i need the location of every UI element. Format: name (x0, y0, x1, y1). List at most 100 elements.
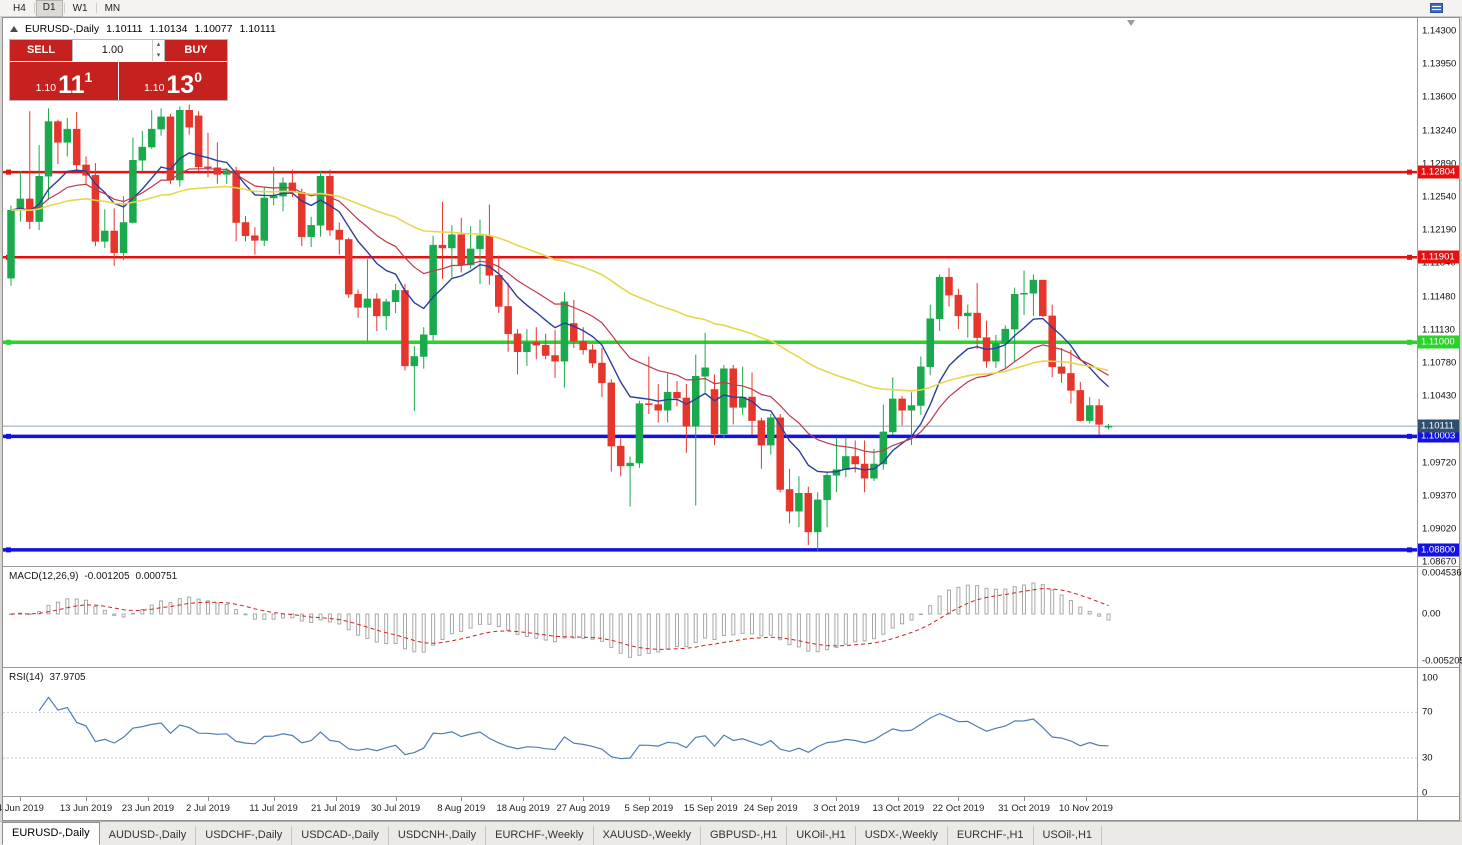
time-tick (836, 797, 838, 801)
panel-divider[interactable] (3, 566, 1459, 567)
rsi-svg (3, 696, 1417, 760)
time-tick (710, 797, 712, 801)
one-click-price-row: 1.10 11 1 1.10 13 0 (10, 62, 227, 100)
timeframe-h4[interactable]: H4 (13, 2, 26, 14)
tab-audusd-daily[interactable]: AUDUSD-,Daily (100, 826, 197, 845)
rsi-axis-label: 70 (1422, 706, 1433, 718)
chart-open-value: 1.10111 (106, 23, 143, 35)
rsi-axis[interactable]: 100 70 30 0 (1418, 668, 1459, 797)
price-chart-plot[interactable]: EURUSD-,Daily 1.10111 1.10134 1.10077 1.… (3, 18, 1417, 566)
time-tick (273, 797, 275, 801)
time-tick (335, 797, 337, 801)
drawn-hlines[interactable] (3, 169, 1417, 553)
sell-price-big: 11 (58, 71, 85, 99)
chart-tabs-bar: EURUSD-,Daily AUDUSD-,Daily USDCHF-,Daily U… (0, 821, 1462, 845)
buy-price-prefix: 1.10 (143, 82, 165, 94)
timeframe-d1[interactable]: D1 (35, 0, 63, 17)
tab-usdcnh-daily[interactable]: USDCNH-,Daily (389, 826, 487, 845)
timeframe-toolbar: H4 D1 W1 MN (0, 0, 1462, 17)
sell-price-button[interactable]: 1.10 11 1 (10, 62, 118, 100)
date-label: 2 Jul 2019 (186, 803, 230, 814)
time-tick (648, 797, 650, 801)
buy-price-button[interactable]: 1.10 13 0 (119, 62, 227, 100)
time-tick (1024, 797, 1026, 801)
macd-axis-label: -0.0052050 (1422, 655, 1462, 667)
sell-button[interactable]: SELL (10, 40, 72, 61)
price-tick: 1.12890 (1422, 158, 1457, 170)
rsi-panel[interactable]: RSI(14) 37.9705 (3, 668, 1417, 796)
timeframe-mn[interactable]: MN (104, 2, 121, 14)
price-tick: 1.11130 (1422, 324, 1455, 336)
tab-xauusd-weekly[interactable]: XAUUSD-,Weekly (594, 826, 701, 845)
macd-panel[interactable]: MACD(12,26,9) -0.001205 0.000751 (3, 567, 1417, 667)
toolbar-separator (95, 3, 97, 13)
date-label: 13 Oct 2019 (872, 803, 925, 814)
date-label: 10 Nov 2019 (1059, 803, 1113, 814)
buy-price-big: 13 (166, 71, 195, 99)
buy-price-pip: 0 (194, 69, 203, 85)
timeframe-w1[interactable]: W1 (72, 2, 88, 14)
tab-usoil-h1[interactable]: USOil-,H1 (1034, 826, 1103, 845)
macd-axis-label: 0.00 (1422, 608, 1441, 620)
chart-windows-icon[interactable] (1430, 3, 1443, 13)
tab-eurchf-weekly[interactable]: EURCHF-,Weekly (486, 826, 594, 845)
ma-10-line (10, 152, 1109, 473)
icon-bar (1432, 9, 1441, 10)
date-label: 4 Jun 2019 (0, 803, 44, 814)
macd-signal-value: 0.000751 (135, 571, 178, 582)
price-tick: 1.12190 (1422, 224, 1457, 236)
axis-price-tag: 1.12804 (1418, 165, 1459, 179)
rsi-label: RSI(14) 37.9705 (9, 672, 86, 683)
toolbar-separator (63, 3, 65, 13)
icon-bar (1432, 6, 1441, 7)
rsi-axis-label: 100 (1422, 672, 1438, 684)
time-tick (395, 797, 397, 801)
axis-price-tag: 1.11000 (1418, 335, 1459, 349)
macd-main-value: -0.001205 (84, 571, 130, 582)
time-axis[interactable]: 4 Jun 2019 13 Jun 2019 23 Jun 2019 2 Jul 20… (0, 797, 1417, 820)
tab-ukoil-h1[interactable]: UKOil-,H1 (787, 826, 856, 845)
price-tick: 1.12540 (1422, 191, 1457, 203)
last-price-tag: 1.10111 (1418, 419, 1459, 433)
buy-button[interactable]: BUY (165, 40, 227, 61)
date-label: 23 Jun 2019 (121, 803, 175, 814)
time-tick (770, 797, 772, 801)
tab-usdcad-daily[interactable]: USDCAD-,Daily (292, 826, 389, 845)
rsi-axis-label: 30 (1422, 752, 1433, 764)
volume-input[interactable]: 1.00 ▴ ▾ (72, 40, 165, 61)
rsi-value: 37.9705 (49, 672, 86, 683)
date-label: 15 Sep 2019 (683, 803, 738, 814)
price-axis[interactable]: 1.14300 1.13950 1.13600 1.13240 1.12890 1.125… (1418, 18, 1459, 566)
volume-value[interactable]: 1.00 (101, 44, 124, 56)
rsi-name: RSI(14) (9, 672, 44, 683)
date-label: 24 Sep 2019 (743, 803, 798, 814)
macd-label: MACD(12,26,9) -0.001205 0.000751 (9, 571, 177, 582)
chart-shift-marker[interactable] (1127, 20, 1135, 26)
tab-eurchf-h1[interactable]: EURCHF-,H1 (948, 826, 1034, 845)
panel-divider[interactable] (3, 667, 1459, 668)
chart-symbol-label: EURUSD-,Daily (25, 23, 100, 35)
price-tick: 1.10430 (1422, 390, 1457, 402)
sell-price-prefix: 1.10 (35, 82, 57, 94)
ma-55-line (10, 185, 1109, 392)
macd-signal-line (10, 588, 1109, 650)
chart-title: EURUSD-,Daily 1.10111 1.10134 1.10077 1.… (10, 23, 276, 35)
chart-low-value: 1.10077 (194, 23, 233, 35)
price-tick: 1.13950 (1422, 58, 1457, 70)
volume-up-icon[interactable]: ▴ (156, 41, 161, 48)
date-label: 5 Sep 2019 (624, 803, 674, 814)
tab-gbpusd-h1[interactable]: GBPUSD-,H1 (701, 826, 788, 845)
price-tick: 1.14300 (1422, 25, 1457, 37)
tab-eurusd-daily[interactable]: EURUSD-,Daily (2, 822, 100, 845)
price-tick: 1.08670 (1422, 556, 1457, 568)
one-click-toggle-icon[interactable] (10, 26, 18, 32)
volume-down-icon[interactable]: ▾ (156, 51, 161, 59)
chart-close-value: 1.10111 (239, 23, 276, 35)
price-tick: 1.09370 (1422, 490, 1457, 502)
tab-usdx-weekly[interactable]: USDX-,Weekly (856, 826, 948, 845)
time-tick (147, 797, 149, 801)
tab-usdchf-daily[interactable]: USDCHF-,Daily (196, 826, 293, 845)
date-label: 21 Jul 2019 (310, 803, 361, 814)
panel-divider[interactable] (3, 796, 1459, 797)
